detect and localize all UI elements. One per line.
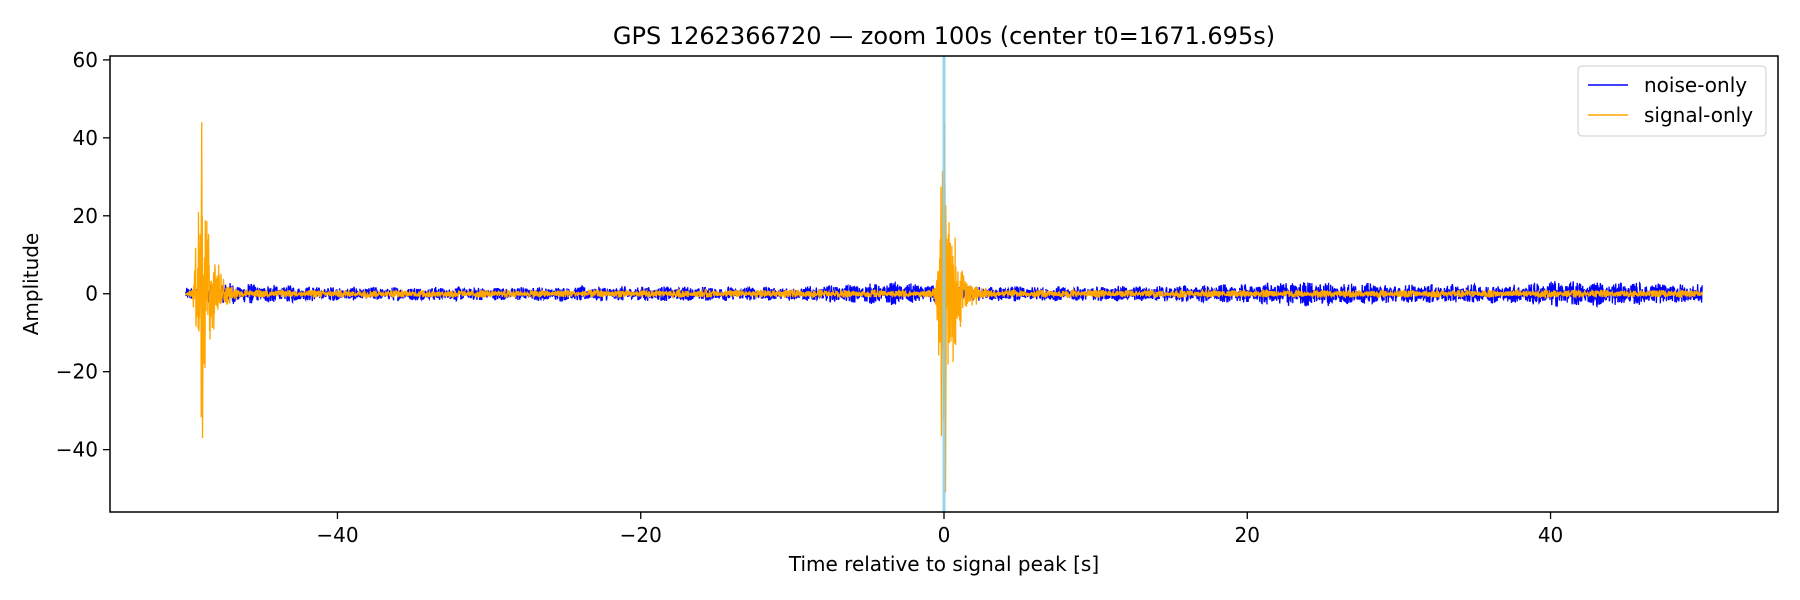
x-tick-label: 20 (1235, 523, 1260, 547)
y-tick-label: 0 (85, 282, 98, 306)
y-tick-label: −20 (56, 360, 98, 384)
y-tick-label: 40 (73, 126, 98, 150)
x-tick-label: −40 (316, 523, 358, 547)
y-tick-label: −40 (56, 438, 98, 462)
x-tick-label: −20 (620, 523, 662, 547)
x-axis-ticks: −40 −20 0 20 40 (316, 512, 1563, 547)
y-axis-label: Amplitude (19, 233, 43, 336)
x-axis-label: Time relative to signal peak [s] (788, 552, 1099, 576)
y-tick-label: 20 (73, 204, 98, 228)
chart-title: GPS 1262366720 — zoom 100s (center t0=16… (613, 22, 1275, 50)
x-tick-label: 0 (938, 523, 951, 547)
y-axis-ticks: −40 −20 0 20 40 60 (56, 48, 110, 462)
legend-entry-signal-only: signal-only (1644, 103, 1753, 127)
legend: noise-only signal-only (1577, 65, 1767, 137)
x-tick-label: 40 (1538, 523, 1563, 547)
y-tick-label: 60 (73, 48, 98, 72)
legend-entry-noise-only: noise-only (1644, 73, 1747, 97)
legend-box (1577, 65, 1767, 137)
plot-area (185, 56, 1703, 512)
